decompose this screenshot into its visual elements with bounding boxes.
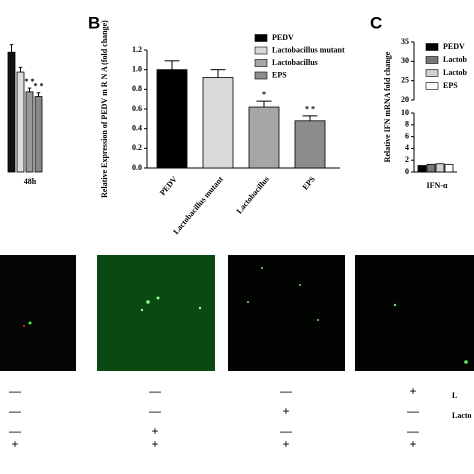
micrographs <box>0 255 474 371</box>
legend-swatch <box>425 43 439 51</box>
table-cell: + <box>409 384 416 398</box>
cell-dot <box>299 284 301 286</box>
significance: * * <box>34 82 44 91</box>
cell-dot <box>198 306 202 310</box>
legend-label: PEDV <box>272 33 294 42</box>
table-cell: — <box>149 384 161 398</box>
significance: * * <box>305 105 315 114</box>
cell-dot <box>464 360 468 364</box>
bar <box>202 77 234 169</box>
y-tick-label: 20 <box>401 95 409 104</box>
table-cell: + <box>151 424 158 438</box>
table-cell: — <box>149 404 161 418</box>
y-tick-label: 1.2 <box>132 45 142 54</box>
x-tick-label: EPS <box>301 174 318 191</box>
y-tick-label: 0.0 <box>132 163 142 172</box>
legend-label: Lactob <box>443 68 468 77</box>
y-tick-label: 0.6 <box>132 104 142 113</box>
panel-label: C <box>370 13 382 32</box>
table-cell: + <box>11 437 18 451</box>
cell-dot <box>317 319 319 321</box>
legend-label: PEDV <box>443 42 465 51</box>
table-cell: — <box>9 404 21 418</box>
y-tick-label: 30 <box>401 56 409 65</box>
y-tick-label: 35 <box>401 37 409 46</box>
legend-swatch <box>425 69 439 77</box>
legend-swatch <box>425 56 439 64</box>
table-cell: + <box>282 437 289 451</box>
y-tick-label: 6 <box>405 131 409 140</box>
cell-dot <box>28 321 32 325</box>
legend-swatch <box>254 59 268 67</box>
table-cell: — <box>280 424 292 438</box>
y-tick-label: 10 <box>401 108 409 117</box>
micrograph <box>228 255 345 371</box>
bar <box>435 163 445 173</box>
legend-label: Lactob <box>443 55 468 64</box>
legend-swatch <box>254 46 268 55</box>
legend-swatch <box>254 34 268 42</box>
cell-dot <box>393 303 397 307</box>
cell-dot <box>261 267 263 269</box>
legend-swatch <box>254 71 268 80</box>
table-cell: + <box>282 404 289 418</box>
bar <box>16 71 25 173</box>
bar <box>444 163 454 173</box>
micrograph <box>97 255 215 371</box>
bar <box>417 165 427 173</box>
micrograph <box>355 255 474 371</box>
bar <box>25 91 34 173</box>
significance: * * <box>25 77 35 86</box>
y-tick-label: 25 <box>401 75 409 84</box>
x-tick-label: Lactobacillus <box>235 175 271 216</box>
cell-dot <box>156 296 160 300</box>
row-label: L <box>452 391 457 400</box>
cell-dot <box>146 300 150 304</box>
micrograph <box>0 255 76 371</box>
cell-dot <box>247 301 249 303</box>
table-cell: + <box>151 437 158 451</box>
y-axis-label: Relative IFN mRNA fold change <box>383 51 392 162</box>
y-tick-label: 0 <box>405 167 409 176</box>
legend-label: EPS <box>272 70 287 79</box>
legend-label: Lactobacillus <box>272 58 318 67</box>
x-tick-label: PEDV <box>158 175 179 198</box>
panel-label: B <box>88 13 100 32</box>
y-tick-label: 0.4 <box>132 123 142 132</box>
table-cell: — <box>407 424 419 438</box>
table-cell: — <box>9 384 21 398</box>
y-tick-label: 0.8 <box>132 84 142 93</box>
table-cell: + <box>409 437 416 451</box>
cell-dot <box>23 325 25 327</box>
significance: * <box>262 90 266 99</box>
y-tick-label: 1.0 <box>132 64 142 73</box>
y-axis-label: Relative Expression of PEDV m R N A (fol… <box>100 20 109 198</box>
legend-label: EPS <box>443 81 458 90</box>
legend-swatch <box>425 82 439 90</box>
bar <box>34 96 43 173</box>
x-tick-label: IFN-α <box>427 181 448 190</box>
y-tick-label: 8 <box>405 120 409 129</box>
bar <box>248 106 280 169</box>
bar <box>294 120 326 169</box>
table-cell: — <box>280 384 292 398</box>
bar <box>156 69 188 169</box>
cell-dot <box>140 308 144 312</box>
bar <box>426 163 436 173</box>
legend-label: Lactobacillus mutant <box>272 45 345 54</box>
table-cell: — <box>407 404 419 418</box>
x-tick-label: 48h <box>24 177 37 186</box>
table-cell: — <box>9 424 21 438</box>
y-tick-label: 4 <box>405 143 409 152</box>
bar <box>7 51 16 173</box>
x-tick-label: Lactobacillus mutant <box>171 174 225 236</box>
y-tick-label: 0.2 <box>132 143 142 152</box>
y-tick-label: 2 <box>405 155 409 164</box>
row-label: Lacto <box>452 411 472 420</box>
